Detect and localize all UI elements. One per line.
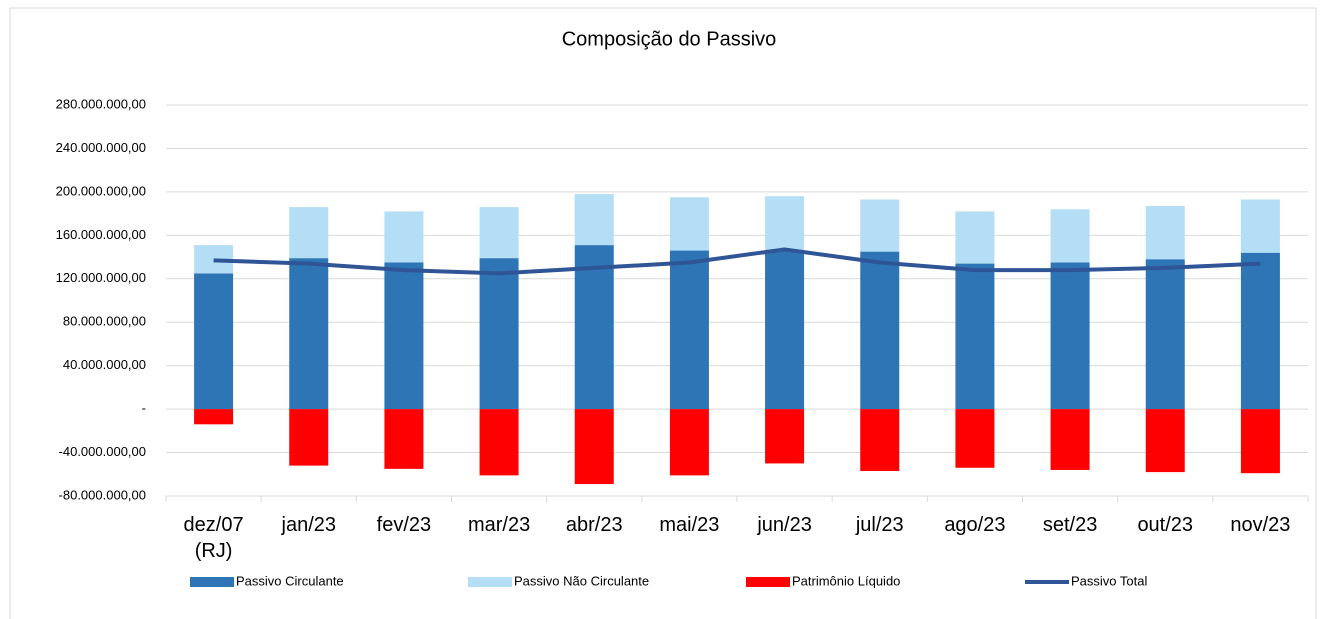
y-tick-label: -40.000.000,00 — [59, 444, 146, 459]
y-tick-label: 120.000.000,00 — [56, 270, 146, 285]
x-tick-label: jan/23 — [281, 514, 337, 536]
bar — [955, 211, 995, 264]
line — [213, 247, 1261, 276]
bar — [1050, 209, 1090, 263]
bar — [955, 409, 995, 468]
bar — [384, 211, 424, 263]
legend-label: Passivo Não Circulante — [514, 573, 649, 588]
x-tick-label: fev/23 — [376, 514, 432, 536]
bar — [860, 251, 900, 410]
x-tick-label: nov/23 — [1230, 514, 1291, 536]
bar — [289, 207, 329, 259]
bar — [669, 250, 709, 410]
x-tick-label: jun/23 — [757, 514, 812, 536]
x-tick-label: abr/23 — [565, 514, 623, 536]
y-tick-label: 80.000.000,00 — [63, 314, 146, 329]
y-tick-label: 160.000.000,00 — [56, 227, 146, 242]
bar — [860, 199, 900, 252]
x-tick-label: jul/23 — [855, 514, 904, 536]
chart-frame — [9, 7, 1317, 619]
bar — [1240, 409, 1280, 474]
bar — [194, 273, 234, 410]
bar — [669, 409, 709, 476]
x-tick-label: mai/23 — [659, 514, 720, 536]
bar — [1145, 409, 1185, 473]
bar — [765, 196, 805, 251]
bar — [765, 409, 805, 464]
x-tick-label: ago/23 — [944, 514, 1006, 536]
bar — [194, 409, 234, 425]
y-tick-label: -80.000.000,00 — [59, 487, 146, 502]
legend-label: Patrimônio Líquido — [792, 573, 900, 588]
x-tick-label: set/23 — [1042, 514, 1098, 536]
bar — [574, 409, 614, 485]
y-tick-label: - — [142, 401, 146, 416]
bar — [955, 263, 995, 410]
x-tick-label: dez/07 (RJ) — [183, 514, 244, 562]
legend-swatch — [746, 577, 790, 587]
y-tick-label: 200.000.000,00 — [56, 183, 146, 198]
bar — [479, 409, 519, 476]
x-tick-label: out/23 — [1137, 514, 1194, 536]
legend-swatch — [468, 577, 512, 587]
bar — [1240, 199, 1280, 253]
bar — [765, 250, 805, 410]
bar — [669, 197, 709, 251]
bar — [1145, 206, 1185, 260]
bar — [1240, 252, 1280, 410]
bar — [860, 409, 900, 472]
y-tick-label: 280.000.000,00 — [56, 96, 146, 111]
bar — [289, 409, 329, 466]
bar — [574, 245, 614, 410]
bar — [384, 409, 424, 469]
bar — [479, 207, 519, 259]
chart-title: Composição do Passivo — [562, 28, 777, 50]
bar — [289, 258, 329, 410]
y-tick-label: 240.000.000,00 — [56, 140, 146, 155]
x-tick-label: mar/23 — [467, 514, 531, 536]
bar — [574, 194, 614, 246]
bar — [1145, 259, 1185, 410]
bar — [384, 262, 424, 410]
bar — [479, 258, 519, 410]
y-tick-label: 40.000.000,00 — [63, 357, 146, 372]
bar — [1050, 262, 1090, 410]
legend-swatch — [190, 577, 234, 587]
legend-label: Passivo Total — [1071, 573, 1147, 588]
legend-label: Passivo Circulante — [236, 573, 344, 588]
bar — [1050, 409, 1090, 470]
